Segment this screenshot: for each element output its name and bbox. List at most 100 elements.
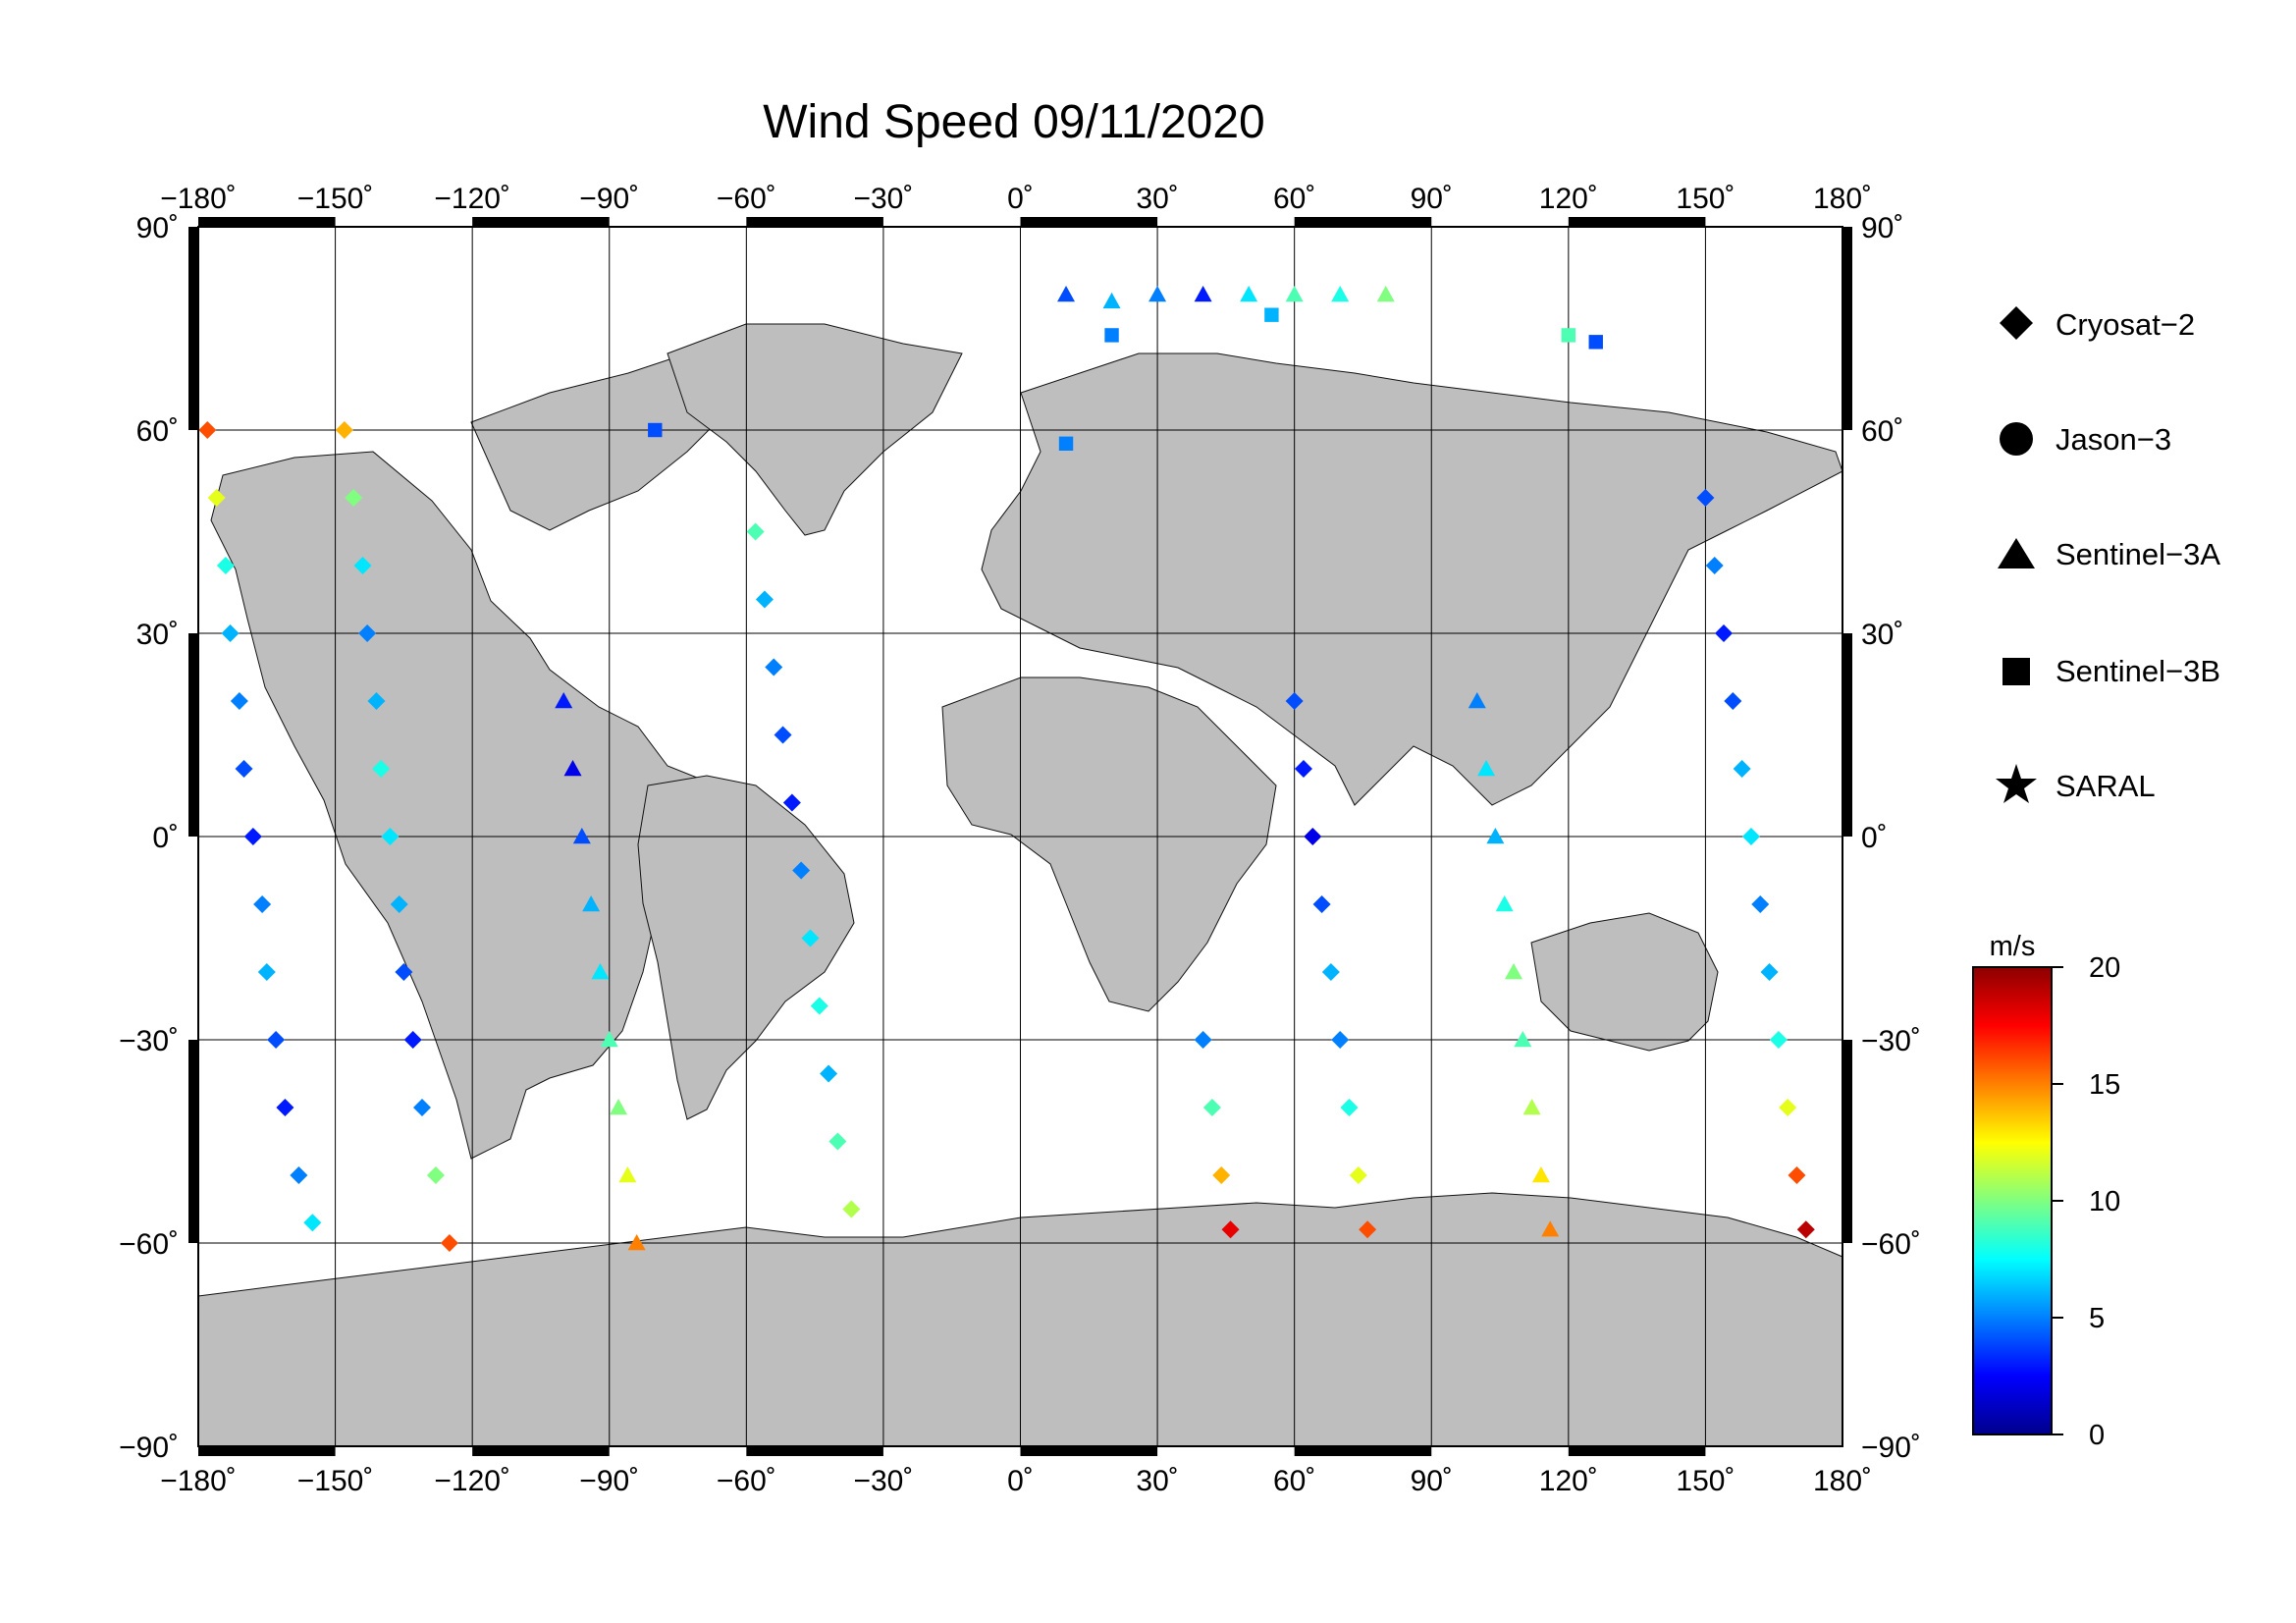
- triangle-marker: [582, 895, 601, 912]
- triangle-marker: [1240, 286, 1258, 302]
- lon-tick-label: −180˚: [160, 1465, 237, 1497]
- diamond-marker: [253, 895, 272, 913]
- land-eurasia: [981, 352, 1843, 806]
- diamond-marker: [276, 1099, 294, 1116]
- triangle-marker: [1331, 286, 1350, 302]
- lon-tick-label: 30˚: [1136, 1465, 1178, 1497]
- diamond-marker: [1724, 692, 1742, 710]
- frame-bar-top: [1294, 217, 1432, 227]
- diamond-marker: [1359, 1220, 1377, 1239]
- lat-tick-label: 90˚: [1861, 212, 1903, 244]
- frame-bar-left: [188, 1040, 198, 1243]
- diamond-marker: [353, 557, 372, 574]
- legend-item-sentinel-3b: Sentinel−3B: [2002, 654, 2220, 688]
- lat-tick-label: −30˚: [119, 1025, 179, 1057]
- frame-bar-bottom: [1568, 1446, 1706, 1456]
- diamond-marker: [395, 963, 413, 981]
- diamond-marker: [1212, 1166, 1231, 1184]
- triangle-marker: [1486, 828, 1505, 844]
- chart-title: Wind Speed 09/11/2020: [763, 96, 1265, 148]
- lon-tick-label: −30˚: [853, 1465, 913, 1497]
- triangle-marker: [1541, 1220, 1560, 1237]
- frame-bar-bottom: [1294, 1446, 1432, 1456]
- legend: Cryosat−2 Jason−3 Sentinel−3A Sentinel−3…: [1996, 306, 2220, 803]
- triangle-marker: [1285, 286, 1304, 302]
- diamond-marker: [345, 489, 363, 507]
- map-frame: [188, 217, 1852, 1456]
- colorbar-ticks: 0 5 10 15 20: [2052, 952, 2120, 1451]
- diamond-marker: [1312, 895, 1331, 913]
- lon-tick-label: 120˚: [1539, 183, 1598, 215]
- diamond-marker: [765, 658, 783, 676]
- triangle-marker: [1514, 1031, 1532, 1048]
- triangle-marker: [563, 760, 582, 777]
- triangle-marker: [1495, 895, 1514, 912]
- diamond-marker: [1321, 963, 1340, 981]
- lat-tick-label: −90˚: [119, 1432, 179, 1464]
- lat-tick-label: 60˚: [1861, 415, 1903, 448]
- diamond-marker: [367, 692, 386, 710]
- diamond-marker: [290, 1166, 308, 1184]
- colorbar-unit: m/s: [1990, 931, 2036, 962]
- diamond-marker: [1340, 1099, 1359, 1116]
- frame-bar-top: [198, 217, 336, 227]
- lat-tick-label: 0˚: [1861, 822, 1888, 854]
- colorbar: m/s 0 5 10 15 20: [1972, 931, 2120, 1451]
- diamond-marker: [230, 692, 248, 710]
- triangle-marker: [1102, 292, 1121, 309]
- diamond-marker: [257, 963, 276, 981]
- lat-tick-label: 0˚: [152, 822, 179, 854]
- triangle-icon: [1998, 538, 2035, 568]
- legend-item-cryosat: Cryosat−2: [2000, 306, 2195, 342]
- diamond-marker: [426, 1166, 445, 1184]
- diamond-marker: [1696, 489, 1715, 507]
- diamond-marker: [1769, 1031, 1788, 1049]
- diamond-marker: [755, 590, 774, 609]
- land-africa: [941, 676, 1277, 1012]
- lon-tick-label: −120˚: [434, 1465, 510, 1497]
- lon-tick-label: 0˚: [1007, 183, 1034, 215]
- colorbar-tick-label: 5: [2089, 1303, 2105, 1334]
- lon-tick-label: −90˚: [579, 183, 639, 215]
- diamond-marker: [440, 1234, 458, 1252]
- legend-item-jason: Jason−3: [2000, 422, 2171, 457]
- lat-tick-label: 60˚: [136, 415, 179, 448]
- diamond-marker: [1760, 963, 1779, 981]
- diamond-marker: [303, 1214, 322, 1232]
- diamond-marker: [842, 1200, 861, 1218]
- diamond-marker: [221, 624, 240, 642]
- diamond-marker: [390, 895, 408, 913]
- frame-bar-left: [188, 633, 198, 837]
- frame-bar-bottom: [472, 1446, 610, 1456]
- diamond-marker: [1715, 624, 1734, 642]
- frame-bar-top: [1568, 217, 1706, 227]
- legend-item-saral: SARAL: [1996, 764, 2156, 803]
- diamond-marker: [358, 624, 377, 642]
- diamond-marker: [746, 522, 765, 541]
- latitude-labels-right: 90˚ 60˚ 30˚ 0˚ −30˚ −60˚ −90˚: [1861, 212, 1921, 1464]
- lon-tick-label: 60˚: [1273, 183, 1315, 215]
- colorbar-tick-label: 15: [2089, 1069, 2120, 1101]
- triangle-marker: [1505, 963, 1522, 980]
- diamond-marker: [412, 1099, 431, 1116]
- diamond-marker: [1331, 1031, 1350, 1049]
- triangle-marker: [1522, 1099, 1541, 1115]
- star-icon: [1996, 764, 2037, 803]
- square-icon: [2002, 658, 2030, 685]
- diamond-marker: [1294, 760, 1312, 778]
- lon-tick-label: 90˚: [1411, 1465, 1453, 1497]
- lat-tick-label: −60˚: [1861, 1228, 1921, 1261]
- legend-item-sentinel-3a: Sentinel−3A: [1998, 537, 2220, 571]
- diamond-marker: [1788, 1166, 1806, 1184]
- lon-tick-label: 30˚: [1136, 183, 1178, 215]
- lon-tick-label: 180˚: [1813, 183, 1872, 215]
- lat-tick-label: −60˚: [119, 1228, 179, 1261]
- satellite-tracks: [198, 286, 1815, 1252]
- lon-tick-label: 0˚: [1007, 1465, 1034, 1497]
- lat-tick-label: 90˚: [136, 212, 179, 244]
- diamond-marker: [372, 760, 391, 778]
- colorbar-gradient: [1972, 966, 2053, 1435]
- triangle-marker: [572, 828, 591, 844]
- lon-tick-label: −30˚: [853, 183, 913, 215]
- diamond-marker: [216, 557, 235, 574]
